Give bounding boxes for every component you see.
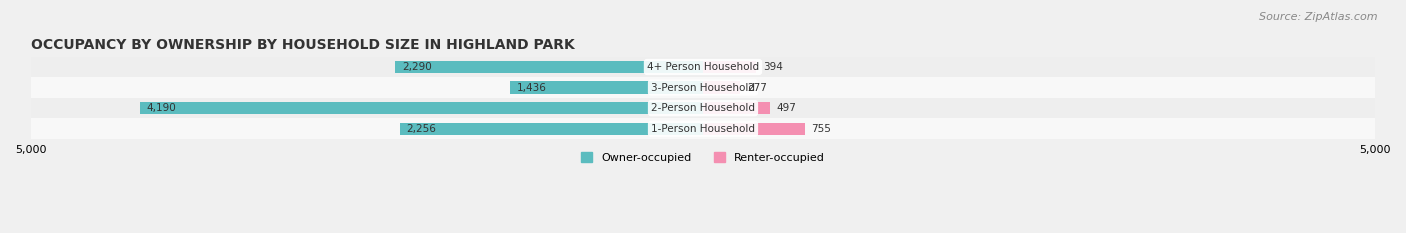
Text: 277: 277 (747, 82, 766, 93)
Bar (31, 57, 1375, 77)
Bar (703, 81, 740, 94)
Text: 2,256: 2,256 (406, 124, 436, 134)
Text: 394: 394 (762, 62, 783, 72)
Bar (399, 123, 703, 135)
Text: 497: 497 (776, 103, 796, 113)
Bar (31, 77, 1375, 98)
Bar (510, 81, 703, 94)
Bar (31, 118, 1375, 139)
Legend: Owner-occupied, Renter-occupied: Owner-occupied, Renter-occupied (576, 148, 830, 168)
Text: 3-Person Household: 3-Person Household (651, 82, 755, 93)
Bar (139, 102, 703, 114)
Text: 1,436: 1,436 (516, 82, 547, 93)
Text: 2-Person Household: 2-Person Household (651, 103, 755, 113)
Text: OCCUPANCY BY OWNERSHIP BY HOUSEHOLD SIZE IN HIGHLAND PARK: OCCUPANCY BY OWNERSHIP BY HOUSEHOLD SIZE… (31, 38, 575, 52)
Bar (31, 98, 1375, 118)
Text: Source: ZipAtlas.com: Source: ZipAtlas.com (1260, 12, 1378, 22)
Bar (703, 123, 804, 135)
Bar (703, 61, 756, 73)
Bar (395, 61, 703, 73)
Bar (703, 102, 770, 114)
Text: 4,190: 4,190 (146, 103, 176, 113)
Text: 755: 755 (811, 124, 831, 134)
Text: 2,290: 2,290 (402, 62, 432, 72)
Text: 4+ Person Household: 4+ Person Household (647, 62, 759, 72)
Text: 1-Person Household: 1-Person Household (651, 124, 755, 134)
